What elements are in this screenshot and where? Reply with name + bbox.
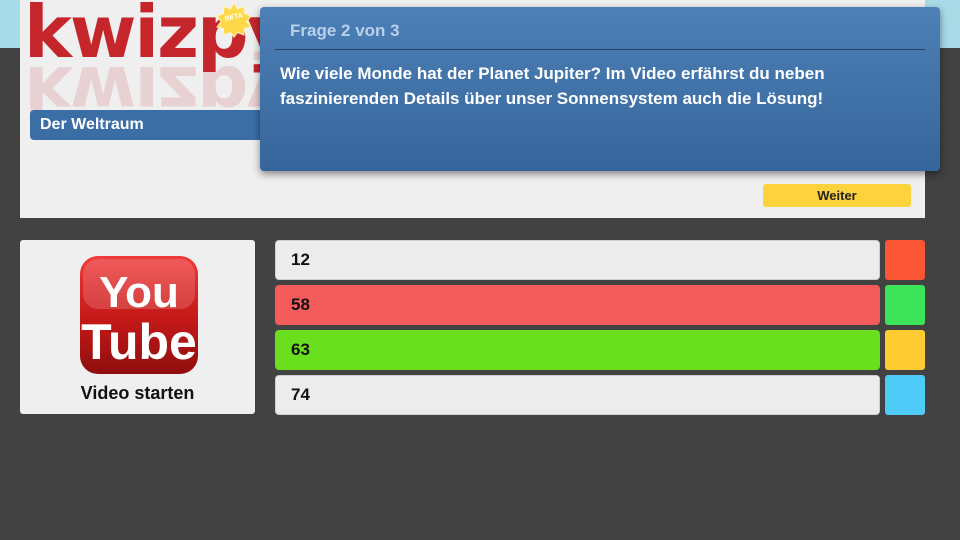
answer-color-swatch-4 xyxy=(885,375,925,415)
answer-color-swatch-3 xyxy=(885,330,925,370)
answer-option-1[interactable]: 12 xyxy=(275,240,880,280)
question-counter: Frage 2 von 3 xyxy=(290,21,400,40)
answer-color-swatch-2 xyxy=(885,285,925,325)
youtube-icon[interactable]: You Tube xyxy=(79,255,199,375)
question-divider xyxy=(275,49,925,50)
answer-option-4[interactable]: 74 xyxy=(275,375,880,415)
beta-badge: BETA xyxy=(216,2,252,38)
kwizpy-logo: kwizpy kwizpy BETA xyxy=(24,0,293,134)
answer-option-3[interactable]: 63 xyxy=(275,330,880,370)
logo-text: kwizpy xyxy=(24,0,293,74)
video-start-label: Video starten xyxy=(80,383,195,403)
category-label: Der Weltraum xyxy=(30,110,266,140)
answer-option-2[interactable]: 58 xyxy=(275,285,880,325)
star-badge-icon xyxy=(216,2,252,38)
youtube-logo-top: You xyxy=(99,268,179,317)
video-start-tile[interactable]: You Tube Video starten xyxy=(20,240,255,414)
answer-color-swatch-1 xyxy=(885,240,925,280)
youtube-logo-bottom: Tube xyxy=(81,314,197,370)
question-text: Wie viele Monde hat der Planet Jupiter? … xyxy=(280,64,825,108)
next-button[interactable]: Weiter xyxy=(763,184,911,207)
question-card: Frage 2 von 3 Wie viele Monde hat der Pl… xyxy=(260,7,940,171)
